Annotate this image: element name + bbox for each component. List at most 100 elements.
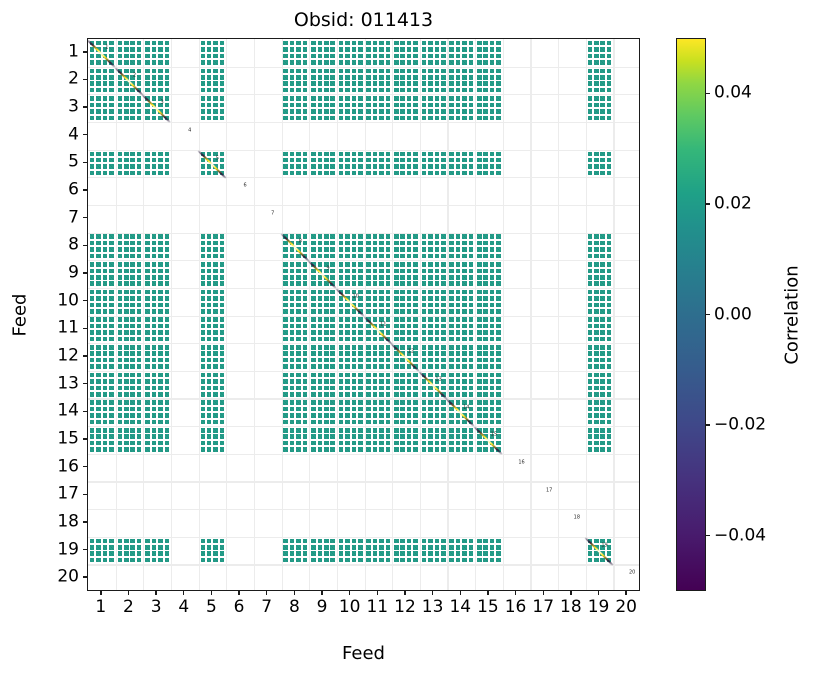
heatmap-cell [117, 40, 123, 46]
heatmap-cell [96, 247, 101, 252]
heatmap-cell [158, 102, 163, 108]
heatmap-cell [468, 68, 474, 74]
heatmap-cell [358, 109, 363, 114]
heatmap-cell [600, 109, 605, 114]
heatmap-cell [449, 157, 454, 163]
heatmap-cell [136, 109, 142, 114]
x-tick-label: 15 [477, 597, 499, 617]
heatmap-cell [462, 109, 467, 114]
heatmap-cell [468, 102, 474, 108]
heatmap-cell [587, 96, 593, 101]
heatmap-cell [283, 60, 288, 65]
heatmap-cell [345, 157, 350, 163]
heatmap-cell [449, 115, 454, 121]
heatmap-cell [123, 102, 129, 108]
heatmap-cell [158, 170, 163, 176]
heatmap-cell [136, 157, 142, 163]
heatmap-cell [109, 253, 114, 259]
heatmap-cell [400, 68, 406, 74]
heatmap-axes[interactable]: 1 2 3 4 5 6 7 8 9 10 11 12 13 14 15 16 17 18 19 20 [87, 38, 640, 591]
heatmap-cell [151, 234, 157, 239]
heatmap-cell [594, 170, 599, 176]
heatmap-cell [330, 47, 335, 52]
heatmap-cell [89, 164, 95, 169]
heatmap-cell [358, 96, 363, 101]
x-tick-mark [293, 591, 296, 595]
heatmap-cell [372, 96, 378, 101]
heatmap-cell [164, 109, 170, 114]
heatmap-cell [477, 96, 482, 101]
heatmap-cell [102, 81, 108, 86]
heatmap-cell [394, 68, 399, 74]
heatmap-cell [366, 40, 371, 46]
x-axis-label: Feed [342, 643, 385, 664]
heatmap-cell [594, 115, 599, 121]
heatmap-cell [158, 157, 163, 163]
heatmap-cell [400, 96, 406, 101]
heatmap-cell [372, 109, 378, 114]
heatmap-cell [413, 170, 418, 176]
feed-number-annotation: 16 [518, 459, 525, 466]
heatmap-cell [136, 170, 142, 176]
heatmap-cell [109, 81, 114, 86]
heatmap-cell [311, 109, 316, 114]
heatmap-cell [366, 68, 371, 74]
heatmap-cell [483, 74, 488, 80]
colorbar[interactable] [676, 38, 706, 591]
heatmap-cell [477, 68, 482, 74]
heatmap-cell [89, 170, 95, 176]
heatmap-cell [379, 157, 384, 163]
heatmap-cell [136, 81, 142, 86]
heatmap-cell [358, 68, 363, 74]
heatmap-cell [206, 115, 212, 121]
heatmap-cell [351, 164, 357, 169]
heatmap-cell [338, 157, 344, 163]
heatmap-cell [421, 96, 427, 101]
heatmap-cell [109, 102, 114, 108]
heatmap-cell [449, 164, 454, 169]
heatmap-cell [145, 68, 150, 74]
heatmap-cell [400, 87, 406, 93]
heatmap-cell [351, 68, 357, 74]
heatmap-cell [330, 96, 335, 101]
heatmap-cell [483, 81, 488, 86]
heatmap-cell [385, 81, 391, 86]
heatmap-cell [145, 60, 150, 65]
heatmap-cell [213, 109, 218, 114]
heatmap-cell [123, 53, 129, 59]
heatmap-cell [449, 68, 454, 74]
feed-number-annotation: 3 [160, 99, 164, 106]
heatmap-cell [421, 60, 427, 65]
heatmap-cell [323, 74, 329, 80]
heatmap-cell [489, 81, 495, 86]
heatmap-cell [394, 60, 399, 65]
heatmap-cell [206, 96, 212, 101]
heatmap-cell [428, 74, 433, 80]
heatmap-cell [489, 60, 495, 65]
heatmap-cell [594, 60, 599, 65]
heatmap-cell [483, 40, 488, 46]
heatmap-cell [477, 109, 482, 114]
heatmap-cell [345, 102, 350, 108]
heatmap-cell [400, 115, 406, 121]
heatmap-cell [117, 157, 123, 163]
heatmap-cell [477, 115, 482, 121]
heatmap-cell [477, 164, 482, 169]
heatmap-cell [385, 53, 391, 59]
y-tick-mark [83, 217, 87, 219]
heatmap-cell [123, 157, 129, 163]
heatmap-cell [358, 164, 363, 169]
feed-number-annotation: 13 [435, 376, 442, 383]
heatmap-cell [145, 81, 150, 86]
heatmap-cell [109, 157, 114, 163]
heatmap-cell [400, 151, 406, 157]
heatmap-cell [406, 102, 412, 108]
x-tick-mark [183, 591, 185, 595]
heatmap-cell [158, 68, 163, 74]
heatmap-cell [158, 47, 163, 52]
heatmap-cell [296, 74, 301, 80]
heatmap-cell [600, 96, 605, 101]
heatmap-cell [96, 170, 101, 176]
heatmap-cell [394, 170, 399, 176]
heatmap-cell [455, 157, 461, 163]
